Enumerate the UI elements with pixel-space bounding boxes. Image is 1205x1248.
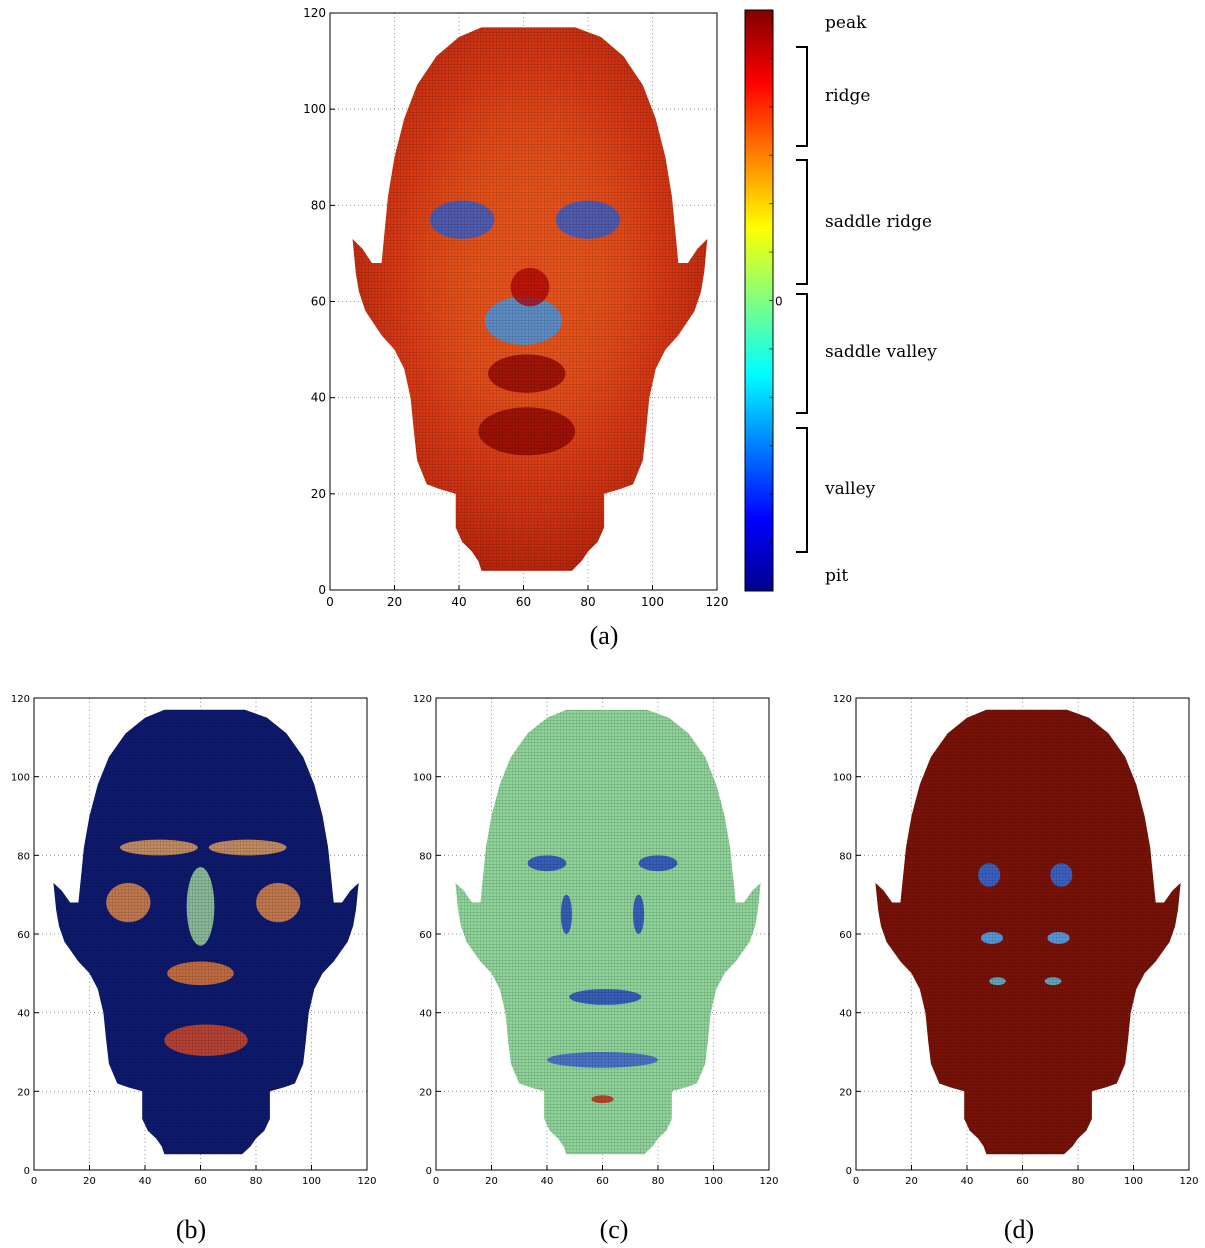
x-tick-label-b: 60	[194, 1176, 207, 1187]
colorbar: 0 peak ridge saddle ridge saddle valley valle…	[744, 9, 937, 592]
colorbar-bracket	[796, 46, 808, 147]
colorbar-bracket	[796, 427, 808, 553]
y-tick-label-c: 120	[413, 694, 432, 705]
y-tick-label-c: 60	[419, 930, 432, 941]
caption-a: (a)	[590, 621, 619, 650]
y-tick-label-a: 100	[303, 102, 326, 116]
panel-b: 0 20 40 60 80 100 120 0 20 40 60 80 100 120 (b)	[11, 694, 377, 1244]
y-tick-label-d: 60	[839, 930, 852, 941]
y-tick-label-a: 60	[311, 295, 326, 309]
colorbar-label-saddle-ridge: saddle ridge	[825, 212, 932, 232]
colorbar-label-peak: peak	[825, 13, 867, 33]
x-tick-label-d: 0	[853, 1176, 859, 1187]
y-tick-label-c: 0	[426, 1166, 432, 1177]
x-tick-label-c: 40	[541, 1176, 554, 1187]
y-tick-label-b: 80	[17, 851, 30, 862]
x-tick-label-c: 0	[433, 1176, 439, 1187]
caption-b: (b)	[176, 1215, 206, 1244]
x-tick-label-c: 60	[596, 1176, 609, 1187]
y-tick-label-d: 120	[833, 694, 852, 705]
x-tick-label-b: 120	[357, 1176, 376, 1187]
caption-c: (c)	[600, 1215, 629, 1244]
colorbar-bracket	[796, 293, 808, 414]
x-tick-label-c: 20	[485, 1176, 498, 1187]
x-tick-label-d: 40	[961, 1176, 974, 1187]
x-tick-label-b: 20	[83, 1176, 96, 1187]
x-tick-label-a: 120	[706, 595, 729, 609]
x-tick-label-b: 40	[139, 1176, 152, 1187]
y-tick-label-b: 40	[17, 1009, 30, 1020]
panel-a: 0 20 40 60 80 100 120 0 20 40 60 80 100 120 (a)	[303, 6, 728, 650]
caption-d: (d)	[1004, 1215, 1034, 1244]
y-tick-label-c: 80	[419, 851, 432, 862]
x-tick-label-a: 60	[516, 595, 531, 609]
x-tick-label-a: 20	[387, 595, 402, 609]
panel-d: 0 20 40 60 80 100 120 0 20 40 60 80 100 120 (d)	[833, 694, 1199, 1244]
y-tick-label-a: 0	[318, 583, 326, 597]
y-tick-label-a: 120	[303, 6, 326, 20]
x-tick-label-d: 100	[1124, 1176, 1143, 1187]
panel-c: 0 20 40 60 80 100 120 0 20 40 60 80 100 120 (c)	[413, 694, 779, 1244]
y-tick-label-d: 80	[839, 851, 852, 862]
colorbar-label-ridge: ridge	[825, 86, 870, 106]
y-tick-label-d: 20	[839, 1087, 852, 1098]
x-tick-label-b: 0	[31, 1176, 37, 1187]
y-tick-label-b: 120	[11, 694, 30, 705]
y-tick-label-d: 100	[833, 773, 852, 784]
x-tick-label-d: 80	[1072, 1176, 1085, 1187]
x-tick-label-a: 0	[326, 595, 334, 609]
x-tick-label-c: 120	[759, 1176, 778, 1187]
y-tick-label-b: 20	[17, 1087, 30, 1098]
y-tick-label-a: 20	[311, 487, 326, 501]
x-tick-label-d: 60	[1016, 1176, 1029, 1187]
x-tick-label-a: 40	[451, 595, 466, 609]
colorbar-label-pit: pit	[825, 566, 848, 586]
x-tick-label-b: 100	[302, 1176, 321, 1187]
x-tick-label-b: 80	[250, 1176, 263, 1187]
y-tick-label-a: 80	[311, 198, 326, 212]
y-tick-label-a: 40	[311, 391, 326, 405]
y-tick-label-b: 0	[24, 1166, 30, 1177]
x-tick-label-c: 100	[704, 1176, 723, 1187]
y-tick-label-b: 100	[11, 773, 30, 784]
y-tick-label-d: 0	[846, 1166, 852, 1177]
y-tick-label-c: 20	[419, 1087, 432, 1098]
x-tick-label-d: 20	[905, 1176, 918, 1187]
y-tick-label-d: 40	[839, 1009, 852, 1020]
x-tick-label-a: 100	[641, 595, 664, 609]
colorbar-label-saddle-valley: saddle valley	[825, 342, 937, 362]
y-tick-label-c: 100	[413, 773, 432, 784]
x-tick-label-a: 80	[580, 595, 595, 609]
colorbar-label-valley: valley	[824, 479, 876, 499]
y-tick-label-b: 60	[17, 930, 30, 941]
colorbar-bracket	[796, 159, 808, 285]
x-tick-label-c: 80	[652, 1176, 665, 1187]
colorbar-gradient	[744, 9, 774, 592]
x-tick-label-d: 120	[1179, 1176, 1198, 1187]
colorbar-zero-label: 0	[775, 295, 783, 309]
y-tick-label-c: 40	[419, 1009, 432, 1020]
